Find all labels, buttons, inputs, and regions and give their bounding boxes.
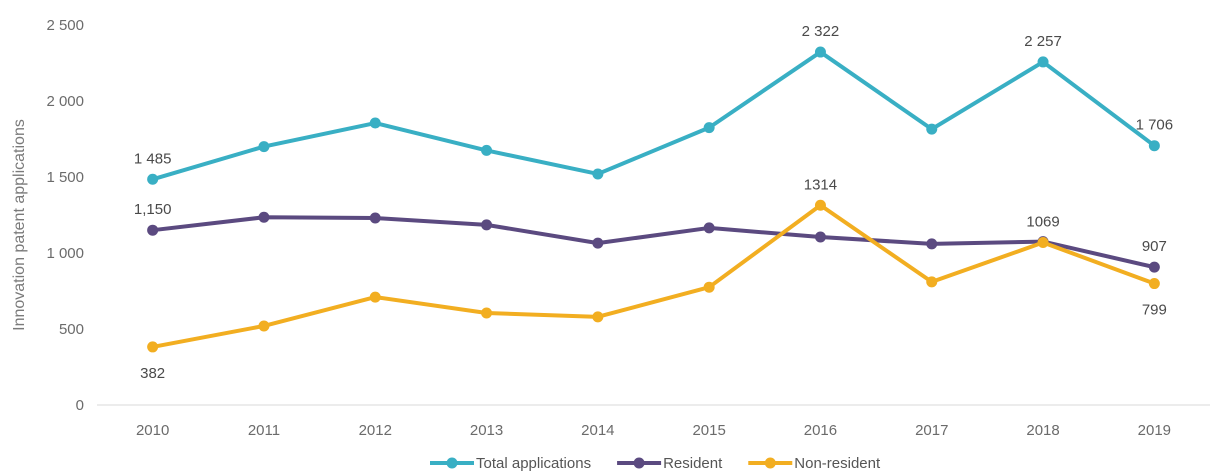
data-label: 1 706: [1136, 117, 1174, 134]
data-point: [703, 222, 715, 234]
x-tick-label: 2012: [359, 422, 392, 439]
data-point: [592, 168, 604, 180]
series-layer: [147, 46, 1160, 353]
x-tick-label: 2013: [470, 422, 503, 439]
data-point: [147, 173, 159, 185]
data-point: [1037, 237, 1049, 249]
series-1: [147, 211, 1160, 273]
data-label: 2 322: [802, 23, 840, 40]
y-tick-label: 0: [76, 397, 84, 414]
data-point: [369, 212, 381, 224]
legend-label: Resident: [663, 455, 723, 472]
x-tick-label: 2019: [1138, 422, 1171, 439]
data-point: [926, 123, 938, 135]
data-point: [1148, 278, 1160, 290]
data-label: 1069: [1026, 214, 1059, 231]
data-point: [1037, 56, 1049, 68]
data-label: 1,150: [134, 201, 172, 218]
data-point: [926, 238, 938, 250]
data-point: [592, 237, 604, 249]
x-tick-label: 2011: [248, 422, 280, 439]
y-tick-label: 500: [59, 321, 84, 338]
data-point: [258, 141, 270, 153]
x-tick-label: 2014: [581, 422, 614, 439]
data-point: [1148, 140, 1160, 152]
legend-swatch-marker: [764, 457, 776, 469]
data-point: [481, 144, 493, 156]
legend: Total applications Resident Non-resident: [430, 455, 881, 472]
data-point: [592, 311, 604, 323]
data-point: [703, 122, 715, 134]
data-point: [814, 231, 826, 243]
y-tick-label: 1 500: [46, 169, 84, 186]
data-point: [147, 341, 159, 353]
data-point: [814, 46, 826, 58]
data-label: 1 485: [134, 150, 172, 167]
legend-swatch-marker: [633, 457, 645, 469]
data-label: 799: [1142, 302, 1167, 319]
legend-swatch-marker: [446, 457, 458, 469]
data-label: 907: [1142, 238, 1167, 255]
series-line: [150, 203, 1157, 349]
data-point: [481, 307, 493, 319]
data-point: [481, 219, 493, 231]
legend-label: Non-resident: [794, 455, 881, 472]
series-line: [150, 50, 1157, 182]
data-point: [258, 211, 270, 223]
y-tick-label: 2 000: [46, 93, 84, 110]
data-label: 382: [140, 365, 165, 382]
series-line: [150, 215, 1157, 270]
y-tick-label: 1 000: [46, 245, 84, 262]
data-point: [1148, 261, 1160, 273]
data-point: [369, 291, 381, 303]
data-point: [814, 199, 826, 211]
series-0: [147, 46, 1160, 185]
legend-label: Total applications: [476, 455, 591, 472]
data-label: 1314: [804, 176, 837, 193]
data-point: [926, 276, 938, 288]
x-tick-label: 2015: [692, 422, 725, 439]
x-tick-label: 2018: [1026, 422, 1059, 439]
data-point: [369, 117, 381, 129]
x-tick-label: 2016: [804, 422, 837, 439]
data-point: [147, 224, 159, 236]
data-label: 2 257: [1024, 33, 1062, 50]
series-2: [147, 199, 1160, 353]
y-tick-label: 2 500: [46, 17, 84, 34]
y-axis-title: Innovation patent applications: [11, 119, 28, 331]
x-tick-label: 2010: [136, 422, 169, 439]
x-tick-label: 2017: [915, 422, 948, 439]
data-point: [703, 281, 715, 293]
data-point: [258, 320, 270, 332]
data-labels: 1 485 2 322 2 257 1 706 1,150 907 382 1314 1069 7…: [134, 23, 1173, 382]
axes: 0 500 1 000 1 500 2 000 2 500 2010 2011 2012 2013…: [46, 17, 1210, 439]
